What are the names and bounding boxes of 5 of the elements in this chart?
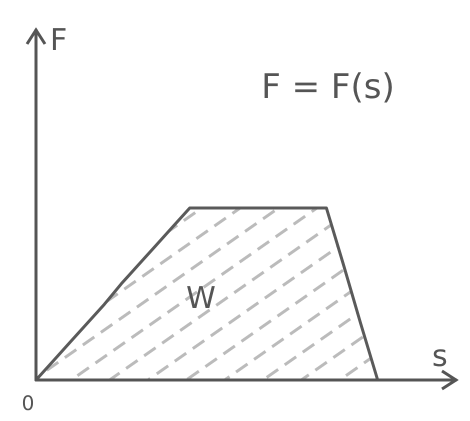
annotation: W — [186, 281, 216, 316]
text: 0 — [22, 391, 34, 415]
y-axis-title: F — [50, 23, 68, 58]
text: F = F(s) — [261, 67, 395, 107]
x-axis-title: s — [432, 339, 448, 374]
